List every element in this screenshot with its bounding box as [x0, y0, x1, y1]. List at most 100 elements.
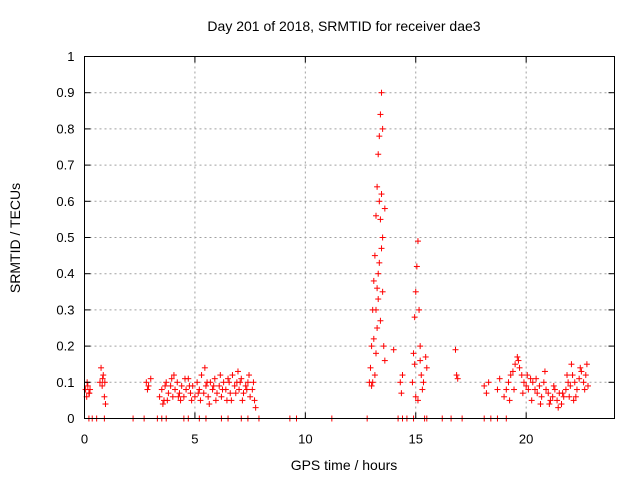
data-point: [546, 401, 553, 408]
data-point: [413, 263, 420, 270]
data-point: [577, 364, 584, 371]
data-point: [183, 386, 190, 393]
data-point: [516, 364, 523, 371]
data-point: [509, 368, 516, 375]
data-point: [379, 288, 386, 295]
data-point: [528, 397, 535, 404]
data-point: [381, 357, 388, 364]
data-point: [159, 401, 166, 408]
data-point: [244, 379, 251, 386]
data-point: [554, 397, 561, 404]
data-point: [562, 386, 569, 393]
data-point: [411, 361, 418, 368]
data-point: [373, 350, 379, 357]
data-point: [520, 379, 527, 386]
data-point: [538, 393, 545, 400]
y-tick-label: 0.5: [56, 230, 74, 245]
data-point: [168, 375, 175, 382]
data-point: [551, 386, 558, 393]
data-point: [541, 368, 548, 375]
data-point: [177, 397, 184, 404]
data-point: [170, 372, 177, 379]
data-point: [514, 353, 521, 360]
data-point: [585, 382, 591, 389]
data-point: [373, 306, 379, 313]
data-point: [220, 379, 227, 386]
data-point: [251, 397, 258, 404]
data-point: [147, 375, 154, 382]
data-point: [378, 191, 385, 198]
data-point: [368, 343, 375, 350]
data-point: [375, 296, 382, 303]
data-point: [197, 397, 204, 404]
y-tick-label: 0.8: [56, 121, 74, 136]
x-tick-label: 5: [191, 432, 198, 447]
data-point: [559, 390, 566, 397]
points-layer: [82, 89, 591, 422]
data-point: [566, 393, 573, 400]
data-point: [202, 382, 209, 389]
y-tick-label: 0.9: [56, 85, 74, 100]
data-point: [196, 386, 203, 393]
data-point: [555, 404, 562, 411]
data-point: [453, 372, 460, 379]
grid-layer: [84, 56, 615, 419]
data-point: [174, 379, 181, 386]
data-point: [494, 386, 501, 393]
y-tick-label: 1: [67, 49, 74, 64]
data-point: [512, 361, 519, 368]
data-point: [379, 234, 386, 241]
data-point: [529, 379, 536, 386]
data-point: [376, 133, 383, 140]
data-point: [162, 382, 169, 389]
data-point: [583, 361, 590, 368]
data-point: [533, 375, 540, 382]
data-point: [417, 343, 424, 350]
y-tick-label: 0.7: [56, 158, 74, 173]
data-point: [416, 306, 423, 313]
data-point: [101, 393, 108, 400]
y-tick-label: 0.2: [56, 339, 74, 354]
x-tick-label: 15: [409, 432, 423, 447]
data-point: [423, 364, 430, 371]
data-point: [565, 379, 572, 386]
data-point: [227, 390, 234, 397]
data-point: [397, 379, 404, 386]
data-point: [229, 372, 236, 379]
data-point: [198, 372, 205, 379]
data-point: [250, 379, 257, 386]
data-point: [175, 393, 182, 400]
data-point: [158, 386, 165, 393]
data-point: [239, 397, 246, 404]
data-point: [376, 198, 383, 205]
data-point: [410, 350, 417, 357]
data-point: [209, 386, 216, 393]
data-point: [367, 364, 374, 371]
data-point: [87, 386, 94, 393]
data-point: [398, 390, 405, 397]
data-point: [172, 386, 179, 393]
data-point: [536, 382, 543, 389]
data-point: [375, 151, 382, 158]
data-point: [374, 325, 381, 331]
data-point: [581, 386, 588, 393]
data-point: [582, 372, 589, 379]
data-point: [219, 386, 226, 393]
y-tick-label: 0.4: [56, 266, 74, 281]
data-point: [195, 390, 202, 397]
x-tick-label: 0: [81, 432, 88, 447]
data-point: [238, 375, 245, 382]
data-point: [99, 382, 106, 389]
data-point: [228, 397, 235, 404]
data-point: [375, 270, 382, 277]
data-point: [216, 382, 223, 389]
data-point: [420, 379, 427, 386]
data-point: [225, 375, 232, 382]
data-point: [571, 379, 578, 386]
y-tick-label: 0.3: [56, 302, 74, 317]
data-point: [380, 343, 387, 350]
data-point: [236, 386, 243, 393]
data-point: [371, 372, 378, 379]
data-point: [218, 393, 225, 400]
